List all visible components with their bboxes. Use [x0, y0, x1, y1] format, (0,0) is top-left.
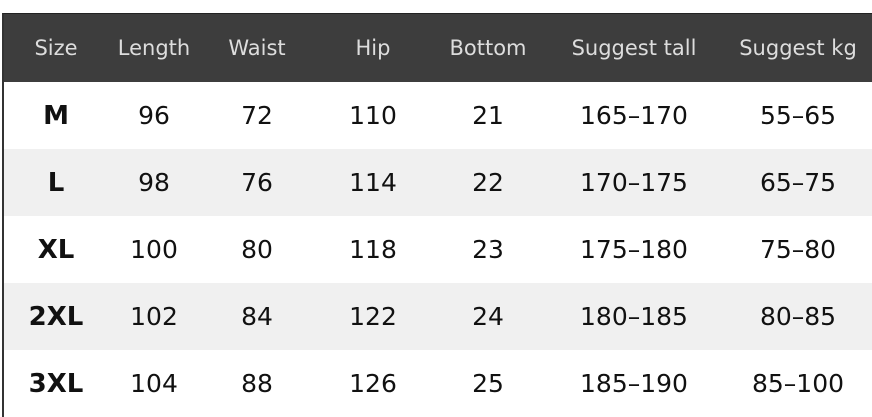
column-header: Bottom [449, 36, 527, 60]
table-header: Size Length Waist Hip Bottom Suggest tall Sugg… [4, 14, 872, 82]
column-header: Length [117, 36, 191, 60]
table-row: 2XL 102 84 122 24 180–185 80–85 [4, 283, 872, 350]
table-cell: 102 [130, 302, 178, 331]
table-cell: 55–65 [759, 101, 837, 130]
table-cell: 23 [472, 235, 504, 264]
table-cell: 122 [349, 302, 397, 331]
table-cell: 126 [349, 369, 397, 398]
table-cell: 24 [472, 302, 504, 331]
table-cell: 80 [241, 235, 273, 264]
size-label: 3XL [28, 368, 84, 399]
table-cell: 98 [138, 168, 170, 197]
table-cell: 114 [349, 168, 397, 197]
table-cell: 170–175 [580, 168, 688, 197]
table-cell: 76 [241, 168, 273, 197]
table-cell: 165–170 [580, 101, 688, 130]
table-cell: 85–100 [751, 369, 845, 398]
column-header: Hip [355, 36, 391, 60]
table-cell: 100 [130, 235, 178, 264]
table-cell: 72 [241, 101, 273, 130]
table-row: 3XL 104 88 126 25 185–190 85–100 [4, 350, 872, 417]
table-cell: 21 [472, 101, 504, 130]
column-header: Suggest kg [739, 36, 857, 60]
table-cell: 110 [349, 101, 397, 130]
column-header: Suggest tall [571, 36, 697, 60]
table-cell: 118 [349, 235, 397, 264]
table-cell: 22 [472, 168, 504, 197]
table-cell: 185–190 [580, 369, 688, 398]
size-label: L [47, 167, 65, 198]
table-cell: 88 [241, 369, 273, 398]
size-label: XL [37, 234, 75, 265]
table-row: M 96 72 110 21 165–170 55–65 [4, 82, 872, 149]
size-label: M [43, 100, 69, 131]
table-cell: 96 [138, 101, 170, 130]
table-cell: 180–185 [580, 302, 688, 331]
column-header: Waist [228, 36, 286, 60]
column-header: Size [34, 36, 78, 60]
table-cell: 80–85 [759, 302, 837, 331]
table-cell: 104 [130, 369, 178, 398]
table-row: XL 100 80 118 23 175–180 75–80 [4, 216, 872, 283]
size-label: 2XL [28, 301, 84, 332]
size-chart-table: Size Length Waist Hip Bottom Suggest tall Sugg… [2, 13, 872, 417]
table-cell: 75–80 [759, 235, 837, 264]
table-cell: 175–180 [580, 235, 688, 264]
table-row: L 98 76 114 22 170–175 65–75 [4, 149, 872, 216]
table-cell: 65–75 [759, 168, 837, 197]
table-cell: 84 [241, 302, 273, 331]
table-cell: 25 [472, 369, 504, 398]
